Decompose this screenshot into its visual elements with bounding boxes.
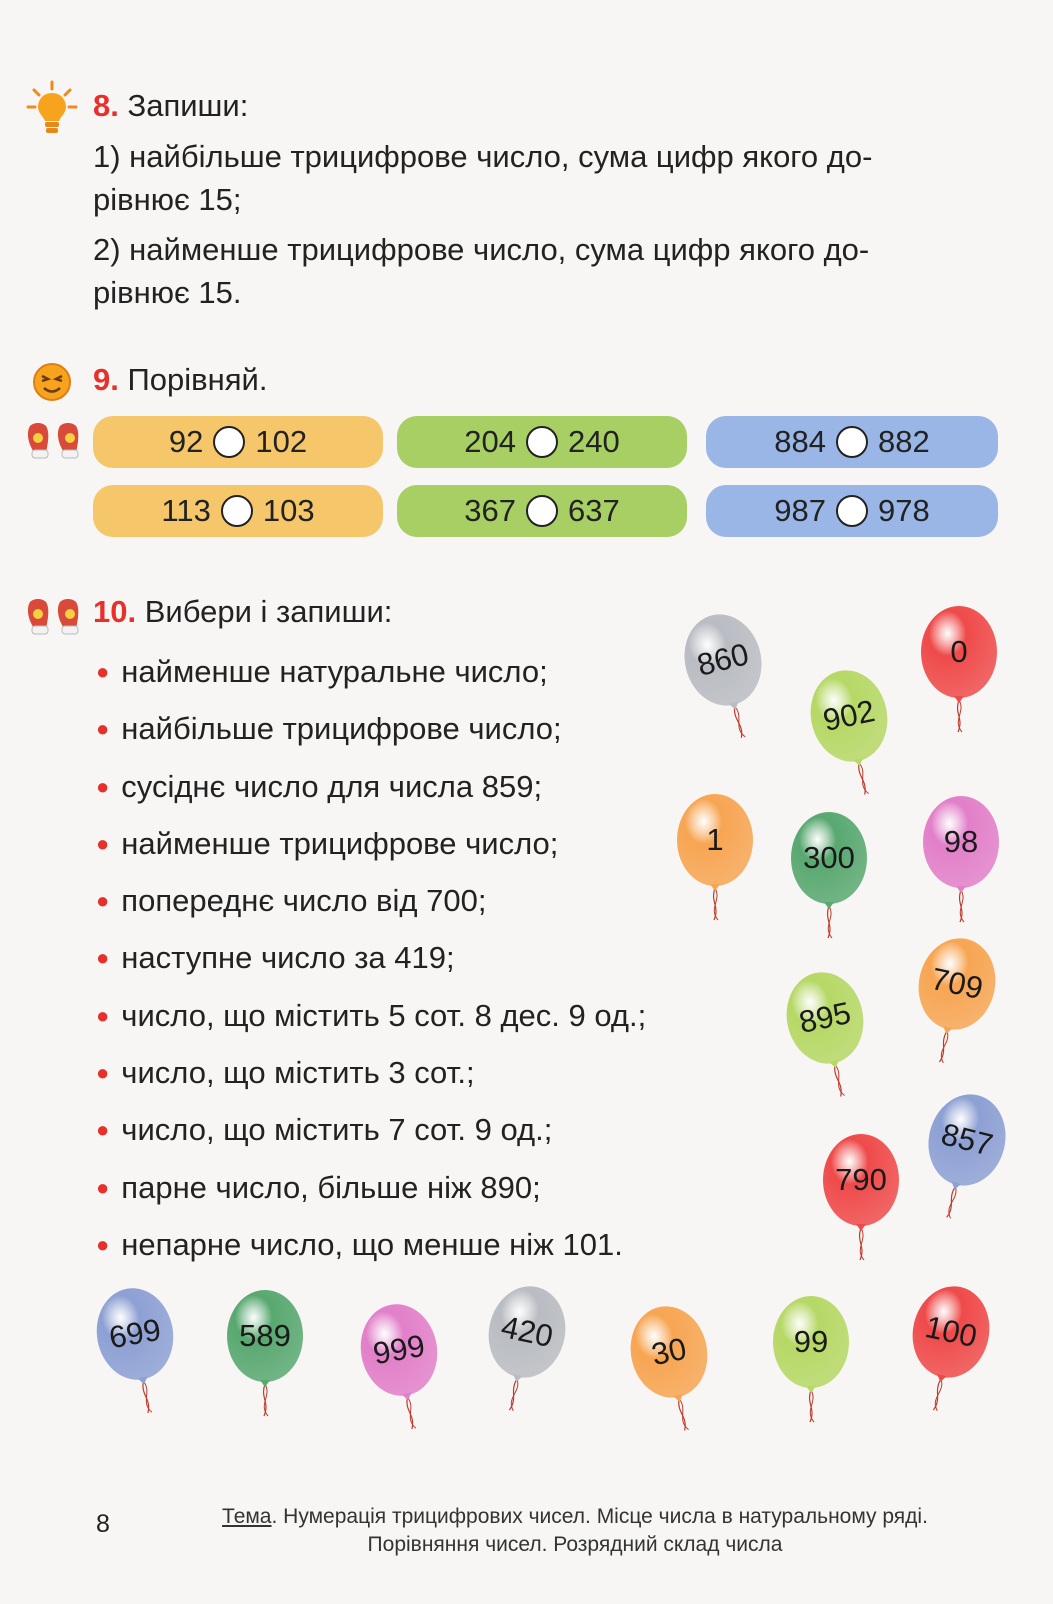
list-item: ● наступне число за 419;: [96, 940, 455, 976]
list-item: ● парне число, більше ніж 890;: [96, 1169, 541, 1205]
compare-left: 367: [464, 493, 516, 528]
balloon-label: 589: [239, 1318, 291, 1353]
balloon-30: 30: [630, 1306, 708, 1431]
mittens-icon: [27, 599, 79, 635]
footer-topic: Тема. Нумерація трицифрових чисел. Місце…: [150, 1503, 1000, 1559]
compare-right: 102: [255, 424, 308, 459]
balloon-0: 0: [921, 606, 997, 733]
balloon-999: 999: [360, 1304, 438, 1430]
balloon-99: 99: [773, 1296, 849, 1423]
compare-left: 204: [464, 424, 516, 459]
balloon-895: 895: [786, 972, 864, 1097]
topic-line2: Порівняння чисел. Розрядний склад числа: [367, 1533, 783, 1556]
balloon-label: 790: [835, 1162, 887, 1197]
balloon-589: 589: [227, 1290, 303, 1417]
task10-title: Вибери і запиши:: [144, 594, 393, 629]
list-item: ● непарне число, що менше ніж 101.: [96, 1226, 623, 1262]
compare-circle[interactable]: [220, 495, 253, 527]
compare-pair-5: 367 637: [397, 485, 687, 537]
balloon-label: 98: [944, 824, 978, 859]
task9-number: 9.: [93, 362, 119, 397]
balloon-98: 98: [923, 796, 999, 923]
compare-circle[interactable]: [526, 426, 558, 458]
task8-item2-line2: рівнює 15.: [93, 275, 242, 310]
task8-number: 8.: [93, 88, 119, 123]
list-item: ● найменше натуральне число;: [96, 654, 548, 689]
balloon-label: 99: [794, 1324, 828, 1359]
balloon-860: 860: [684, 614, 762, 738]
list-item: ● найбільше трицифрове число;: [96, 711, 562, 747]
compare-pair-2: 204 240: [397, 416, 687, 468]
balloon-label: 300: [803, 840, 855, 875]
compare-pair-6: 987 978: [706, 485, 998, 537]
task9-title: Порівняй.: [127, 362, 268, 397]
task10-number: 10.: [93, 594, 137, 629]
compare-left: 884: [774, 424, 826, 459]
compare-right: 103: [262, 493, 315, 528]
mittens-icon: [27, 423, 79, 459]
compare-circle[interactable]: [213, 426, 246, 458]
list-item: ● попереднє число від 700;: [96, 883, 487, 919]
balloon-label: 0: [950, 634, 967, 669]
balloon-857: 857: [928, 1094, 1006, 1219]
compare-left: 92: [168, 424, 204, 459]
balloon-label: 1: [706, 822, 723, 857]
task8-item1-line1: 1) найбільше трицифрове число, сума цифр…: [93, 139, 873, 174]
task8-item1-line2: рівнює 15;: [93, 182, 242, 217]
compare-circle[interactable]: [526, 495, 558, 527]
topic-label: Тема: [222, 1505, 272, 1528]
list-item: ● число, що містить 7 сот. 9 од.;: [96, 1112, 553, 1148]
list-item: ● найменше трицифрове число;: [96, 825, 559, 861]
smiley-icon: [33, 363, 71, 401]
balloon-699: 699: [96, 1288, 174, 1414]
balloon-300: 300: [791, 812, 867, 939]
list-item: ● число, що містить 5 сот. 8 дес. 9 од.;: [96, 997, 647, 1033]
compare-pair-1: 92 102: [93, 416, 383, 468]
topic-line1: . Нумерація трицифрових чисел. Місце чис…: [271, 1505, 928, 1528]
list-item: ● сусіднє число для числа 859;: [96, 768, 543, 804]
page-number: 8: [96, 1510, 110, 1538]
compare-pair-4: 113 103: [93, 485, 383, 537]
balloon-420: 420: [488, 1286, 566, 1412]
list-item: ● число, що містить 3 сот.;: [96, 1055, 475, 1091]
balloon-709: 709: [918, 938, 996, 1064]
balloon-label: 30: [648, 1331, 689, 1372]
task8-title: Запиши:: [127, 88, 249, 123]
balloon-790: 790: [823, 1134, 899, 1261]
balloon-100: 100: [912, 1286, 990, 1412]
compare-circle[interactable]: [836, 495, 868, 527]
compare-left: 987: [774, 493, 826, 528]
balloon-1: 1: [677, 794, 753, 921]
compare-right: 637: [568, 493, 620, 528]
compare-left: 113: [161, 493, 211, 528]
compare-pair-3: 884 882: [706, 416, 998, 468]
compare-right: 978: [878, 493, 930, 528]
compare-right: 882: [878, 424, 930, 459]
task10-list: ● найменше натуральне число; ● найбільше т…: [96, 648, 646, 1278]
task8-item2-line1: 2) найменше трицифрове число, сума цифр …: [93, 232, 870, 267]
compare-right: 240: [568, 424, 620, 459]
balloon-902: 902: [810, 670, 888, 795]
compare-circle[interactable]: [836, 426, 868, 458]
lightbulb-icon: [26, 80, 78, 133]
